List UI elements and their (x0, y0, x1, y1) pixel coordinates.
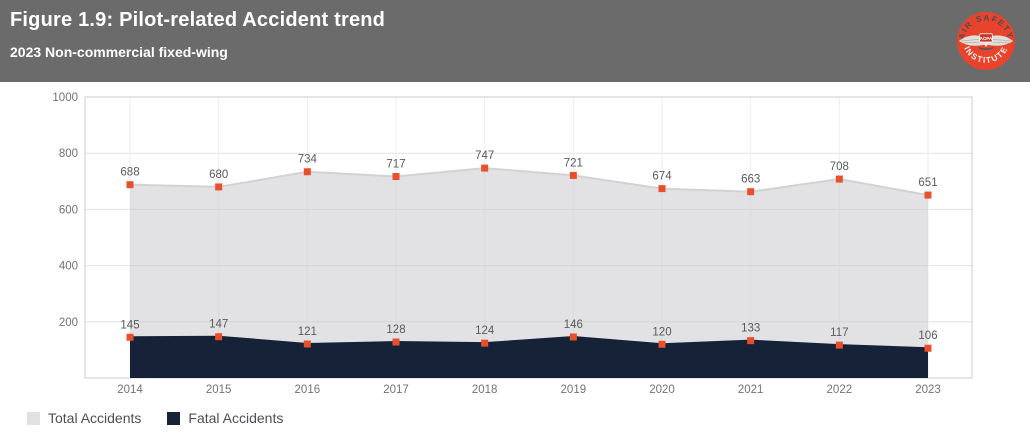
total-accidents-area (130, 168, 928, 378)
legend-swatch (167, 411, 181, 425)
x-axis-tick-label: 2020 (649, 384, 675, 396)
data-label: 651 (918, 177, 937, 189)
data-point-marker[interactable] (658, 185, 666, 193)
legend-label: Fatal Accidents (188, 410, 284, 426)
figure-subtitle: 2023 Non-commercial fixed-wing (10, 44, 228, 60)
x-axis-tick-label: 2022 (827, 384, 853, 396)
data-point-marker[interactable] (126, 181, 134, 189)
data-point-marker[interactable] (126, 333, 134, 341)
data-point-marker[interactable] (481, 164, 489, 172)
data-label: 146 (564, 319, 583, 331)
data-label: 663 (741, 174, 760, 186)
data-label: 133 (741, 323, 760, 335)
y-axis-tick-label: 400 (59, 261, 78, 273)
fatal-accidents-line (129, 335, 929, 350)
data-point-marker[interactable] (303, 340, 311, 348)
figure-title: Figure 1.9: Pilot-related Accident trend (10, 9, 386, 31)
data-label: 120 (652, 326, 671, 338)
data-point-marker[interactable] (569, 171, 577, 179)
data-label: 721 (564, 157, 583, 169)
air-safety-institute-badge-icon: AIR SAFETY INSTITUTE AOPA (956, 11, 1016, 71)
data-point-marker[interactable] (215, 183, 223, 191)
data-label: 674 (652, 171, 672, 183)
data-point-marker[interactable] (481, 339, 489, 347)
figure-header: Figure 1.9: Pilot-related Accident trend… (0, 0, 1030, 82)
data-label: 734 (298, 154, 318, 166)
badge-wings-icon (958, 35, 1014, 50)
x-axis-tick-label: 2016 (295, 384, 321, 396)
x-axis-tick-label: 2021 (738, 384, 764, 396)
y-axis-tick-label: 800 (59, 148, 78, 160)
legend-item: Fatal Accidents (167, 410, 283, 426)
badge-center-text: AOPA (980, 36, 993, 41)
data-label: 717 (386, 159, 405, 171)
total-accidents-line (129, 167, 929, 197)
data-point-marker[interactable] (924, 191, 932, 199)
badge-center-shield: AOPA (979, 33, 993, 47)
data-point-marker[interactable] (569, 333, 577, 341)
data-point-marker[interactable] (835, 341, 843, 349)
y-axis-tick-label: 600 (59, 204, 78, 216)
data-label: 688 (120, 167, 139, 179)
data-point-marker[interactable] (215, 333, 223, 341)
x-axis-tick-label: 2014 (117, 384, 143, 396)
legend-item: Total Accidents (27, 410, 141, 426)
chart-panel: 688 680 734 717 747 721 674 663 708 651 145 147 121 1… (0, 82, 1030, 445)
data-point-marker[interactable] (303, 168, 311, 176)
data-label: 106 (918, 330, 937, 342)
data-label: 747 (475, 150, 494, 162)
legend-swatch (27, 411, 40, 425)
chart-legend: Total Accidents Fatal Accidents (27, 410, 283, 426)
x-axis-tick-label: 2019 (561, 384, 587, 396)
data-label: 147 (209, 319, 228, 331)
data-point-marker[interactable] (924, 344, 932, 352)
data-point-marker[interactable] (747, 188, 755, 196)
data-point-marker[interactable] (747, 337, 755, 345)
data-label: 121 (298, 326, 317, 338)
data-point-marker[interactable] (392, 338, 400, 346)
data-point-marker[interactable] (658, 340, 666, 348)
data-label: 680 (209, 169, 228, 181)
fatal-accidents-area (130, 336, 928, 378)
y-axis-tick-label: 200 (59, 317, 78, 329)
data-label: 128 (386, 324, 405, 336)
x-axis-tick-label: 2018 (472, 384, 498, 396)
legend-label: Total Accidents (48, 410, 142, 426)
data-label: 708 (830, 161, 849, 173)
data-label: 117 (830, 327, 848, 339)
data-point-marker[interactable] (392, 173, 400, 181)
data-point-marker[interactable] (835, 175, 843, 183)
y-axis-tick-label: 1000 (52, 92, 78, 104)
accident-trend-chart: 688 680 734 717 747 721 674 663 708 651 145 147 121 1… (52, 92, 973, 396)
data-label: 124 (475, 325, 495, 337)
data-label: 145 (120, 319, 139, 331)
x-axis-tick-label: 2023 (915, 384, 941, 396)
x-axis-tick-label: 2017 (383, 384, 409, 396)
x-axis-tick-label: 2015 (206, 384, 232, 396)
